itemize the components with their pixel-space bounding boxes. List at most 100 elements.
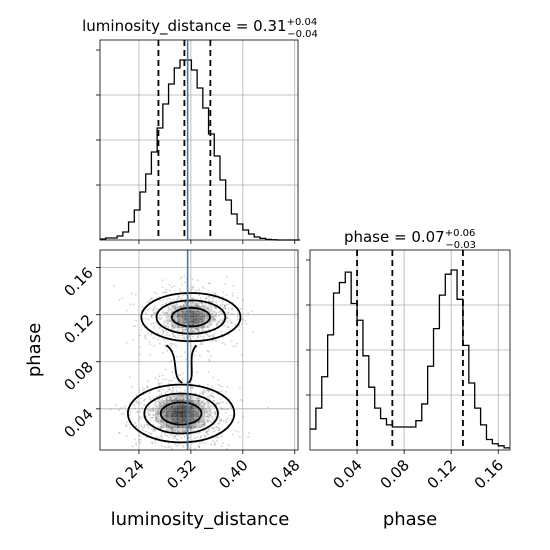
sample-point [177,334,180,336]
sample-point [198,399,201,401]
sample-point [184,338,186,340]
sample-point [177,425,179,428]
sample-point [201,418,204,421]
sample-point [168,436,171,439]
sample-point [167,413,170,416]
sample-point [173,399,176,401]
sample-point [198,313,201,316]
sample-point [177,425,180,428]
sample-point [206,297,208,299]
sample-point [184,301,187,303]
sample-point [182,399,184,401]
sample-point [236,296,239,299]
sample-point [140,328,143,331]
sample-point [205,307,207,310]
sample-point [161,436,164,439]
density-cell [182,327,189,334]
sample-point [206,314,209,317]
sample-point [168,425,171,427]
sample-point [183,403,186,406]
sample-point [161,279,164,282]
sample-point [192,312,195,315]
sample-point [170,434,172,436]
sample-point [230,406,232,408]
sample-point [191,278,194,281]
sample-point [172,400,175,403]
sample-point [178,430,181,433]
sample-point [225,418,228,421]
sample-point [181,310,183,313]
sample-point [222,291,225,294]
sample-point [197,400,200,402]
sample-point [177,326,180,329]
sample-point [248,432,251,435]
sample-point [115,404,117,406]
sample-point [206,350,209,352]
sample-point [205,431,208,433]
sample-point [222,401,225,404]
sample-point [192,315,194,318]
density-cell [204,322,211,329]
sample-point [204,298,207,301]
sample-point [194,416,197,419]
sample-point [194,424,197,427]
sample-point [185,313,187,316]
sample-point [210,301,213,303]
sample-point [167,382,170,385]
sample-point [180,437,183,439]
sample-point [171,428,174,431]
sample-point [113,285,115,287]
sample-point [188,336,191,339]
sample-point [129,427,132,429]
sample-point [224,307,227,310]
sample-point [195,303,198,306]
sample-point [197,399,200,402]
sample-point [217,429,220,432]
sample-point [170,304,173,307]
contour-bridge-left [165,344,183,384]
sample-point [165,312,168,314]
sample-point [151,442,154,445]
sample-point [178,399,181,402]
sample-point [194,407,196,409]
sample-point [170,286,173,289]
sample-point [204,435,207,437]
sample-point [184,351,187,354]
sample-point [202,424,205,426]
sample-point [203,402,206,405]
sample-point [209,320,212,323]
sample-point [168,306,170,309]
sample-point [191,327,193,330]
sample-point [155,413,157,416]
sample-point [211,312,213,315]
sample-point [171,428,174,430]
sample-point [241,323,243,325]
sample-point [190,316,193,318]
sample-point [193,418,195,420]
sample-point [183,313,186,316]
sample-point [194,426,197,428]
sample-point [224,307,227,310]
sample-point [195,322,198,325]
sample-point [150,315,153,318]
sample-point [208,334,211,337]
sample-point [154,377,157,379]
sample-point [189,310,192,312]
sample-point [236,342,239,345]
sample-point [188,400,191,403]
density-cell [210,316,216,323]
sample-point [166,412,168,414]
sample-point [217,402,220,405]
sample-point [143,404,146,406]
sample-point [184,317,187,320]
sample-point [174,428,177,431]
sample-point [169,395,172,398]
sample-point [197,304,200,307]
sample-point [196,304,199,307]
sample-point [190,329,192,331]
sample-point [184,301,187,304]
sample-point [169,398,171,401]
sample-point [166,424,169,426]
sample-point [166,311,168,314]
sample-point [241,319,244,321]
